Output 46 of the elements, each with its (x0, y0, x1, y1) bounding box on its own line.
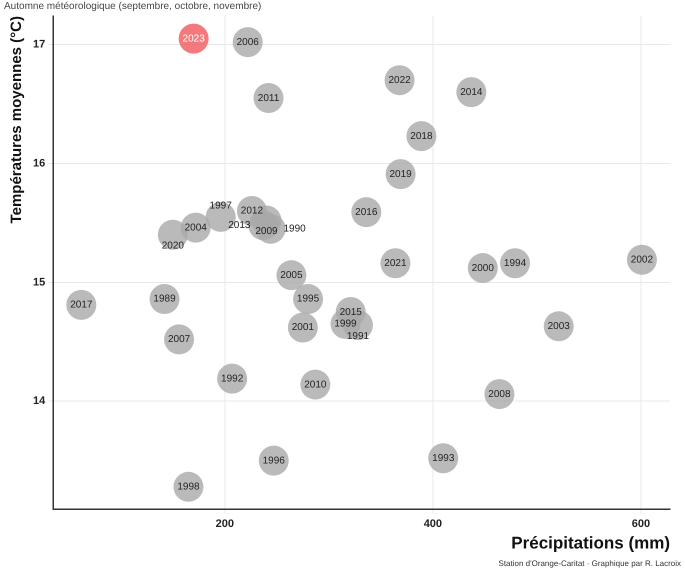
series-label: 2023 (182, 33, 206, 44)
series-label: 2015 (340, 306, 362, 318)
series-label: 2022 (388, 74, 412, 86)
series-label: 2000 (472, 262, 494, 274)
series-label: 1994 (504, 258, 527, 270)
series-label: 1992 (221, 373, 244, 384)
series-label: 2001 (292, 322, 314, 334)
series-label: 2011 (258, 92, 280, 104)
series-label: 1999 (334, 318, 358, 330)
series-label: 2020 (162, 240, 184, 252)
series-label: 1991 (346, 330, 370, 342)
series-label: 1989 (153, 294, 176, 305)
series-label: 2014 (460, 86, 483, 98)
series-label: 2013 (228, 220, 251, 231)
y-axis-title: Températures moyennes (°C) (8, 16, 26, 224)
series-label: 1993 (432, 453, 455, 464)
series-label: 2017 (70, 300, 93, 311)
y-tick-label: 17 (32, 38, 46, 51)
series-label: 2016 (355, 206, 378, 218)
x-tick-label: 400 (424, 518, 442, 530)
y-tick-label: 15 (32, 276, 46, 288)
series-label: 2019 (389, 168, 412, 180)
series-label: 2021 (384, 258, 407, 270)
series-label: 2003 (548, 321, 570, 332)
series-label: 1996 (262, 455, 286, 466)
series-label: 1997 (210, 200, 232, 212)
chart-subtitle: Automne météorologique (septembre, octobre, novembre) (4, 0, 262, 12)
series-label: 2007 (168, 334, 191, 346)
y-tick-label: 14 (32, 395, 46, 408)
series-label: 2008 (488, 388, 511, 400)
x-axis-title: Précipitations (mm) (511, 533, 670, 552)
x-tick-label: 600 (632, 518, 650, 530)
series-label: 1998 (177, 482, 200, 493)
series-label: 2009 (255, 226, 278, 238)
series-label: 2006 (236, 36, 260, 48)
series-label: 2018 (410, 130, 433, 142)
series-label: 2010 (304, 379, 327, 390)
series-label: 2005 (280, 270, 303, 281)
text: Station d'Orange-Caritat · Graphique par R. Lacroix (498, 559, 681, 568)
y-tick-label: 16 (32, 157, 46, 170)
series-label: 2002 (630, 254, 654, 266)
series-label: 1990 (283, 224, 306, 235)
series-label: 2004 (184, 222, 208, 234)
series-label: 1995 (296, 294, 320, 305)
series-label: 2012 (240, 206, 264, 217)
x-tick-label: 200 (216, 518, 234, 530)
